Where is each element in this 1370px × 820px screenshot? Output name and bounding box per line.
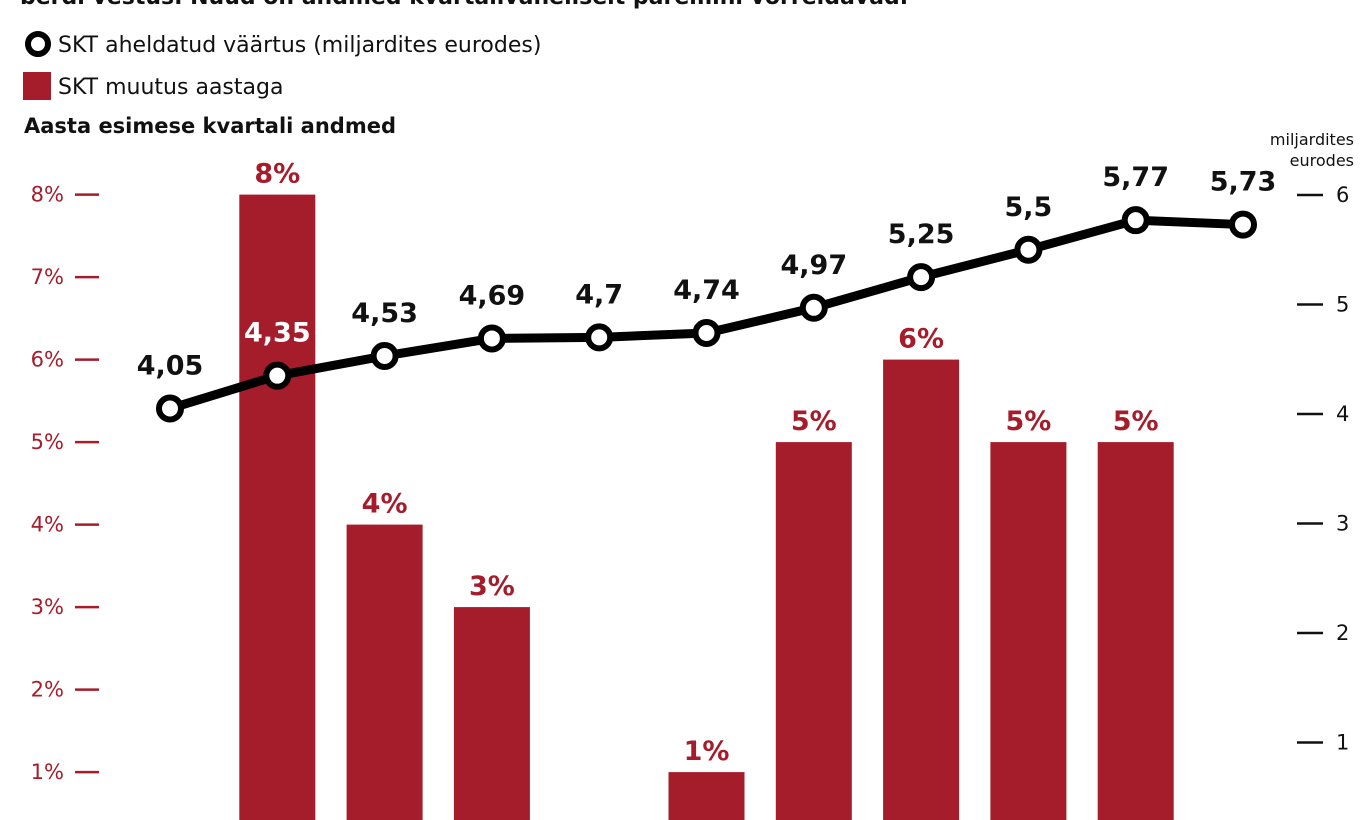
line-point [907, 263, 936, 292]
bar-value-label: 4% [362, 489, 408, 520]
line-value-label: 4,74 [673, 275, 740, 306]
bar-value-label: 5% [1005, 406, 1051, 437]
bar-value-label: 1% [684, 736, 730, 767]
right-axis-tick-label: 4 [1336, 402, 1349, 426]
bar-value-label: 3% [469, 571, 515, 602]
line-path [165, 215, 1248, 414]
bar [775, 442, 852, 820]
line-value-label: 5,25 [888, 219, 955, 250]
left-axis-tick-label: 4% [31, 513, 64, 537]
chart-subtitle: Aasta esimese kvartali andmed [24, 114, 396, 138]
left-axis-tick-label: 1% [31, 760, 64, 784]
right-axis: 1 2 3 4 5 6 [1297, 183, 1349, 755]
line-point [370, 341, 399, 370]
line-point [585, 323, 614, 352]
line-series: 4,05 4,35 4,53 4,69 4,7 4,74 4,97 5,25 5,5 5,77 5,… [137, 162, 1277, 423]
legend-bar-label: SKT muutus aastaga [58, 75, 283, 100]
line-point [1014, 235, 1043, 264]
bar [453, 607, 530, 820]
left-axis-tick-label: 5% [31, 430, 64, 454]
bar-value-label: 0% [576, 819, 622, 820]
line-point [692, 318, 721, 347]
bar [668, 772, 745, 820]
left-axis-tick-label: 3% [31, 595, 64, 619]
line-point [263, 361, 292, 390]
bar-value-label: 5% [791, 406, 837, 437]
line-value-label: 5,5 [1004, 192, 1052, 223]
bar [883, 359, 960, 820]
line-value-label: 4,69 [459, 280, 526, 311]
legend-line-label: SKT aheldatud väärtus (miljardites eurod… [58, 33, 541, 58]
left-axis-tick-label: 6% [31, 348, 64, 372]
line-value-label: 4,7 [575, 279, 623, 310]
bar-value-label: 8% [254, 159, 300, 190]
bar-value-label: 6% [898, 324, 944, 355]
line-point [1121, 206, 1150, 235]
bar-value-label: 5% [1113, 406, 1159, 437]
line-point [1229, 210, 1257, 239]
left-axis: 1% 2% 3% 4% 5% 6% 7% 8% [31, 183, 99, 784]
line-value-label: 4,05 [137, 351, 204, 382]
line-point [156, 394, 184, 423]
legend-bar-marker-icon [23, 72, 51, 100]
left-axis-tick-label: 8% [31, 183, 64, 207]
bar-series: 8% 4% 3% 0% 1% 5% 6% 5% 5% [239, 159, 1174, 820]
right-axis-tick-label: 5 [1336, 293, 1349, 317]
right-axis-tick-label: 3 [1336, 512, 1349, 536]
left-axis-tick-label: 2% [31, 678, 64, 702]
line-point [799, 293, 828, 322]
line-value-label: 4,53 [351, 298, 418, 329]
bar [346, 524, 423, 820]
right-axis-unit-line-2: eurodes [1290, 151, 1354, 170]
line-value-label: 5,77 [1102, 162, 1169, 193]
legend: SKT aheldatud väärtus (miljardites eurod… [23, 31, 541, 100]
right-axis-unit-line-1: miljardites [1270, 130, 1354, 149]
bar [1097, 442, 1174, 820]
legend-line-marker-icon [25, 31, 51, 57]
right-axis-tick-label: 1 [1336, 731, 1349, 755]
right-axis-tick-label: 2 [1336, 621, 1349, 645]
line-point [477, 324, 506, 353]
bar [239, 194, 316, 820]
line-value-label: 5,73 [1210, 167, 1277, 198]
bar [990, 442, 1067, 820]
right-axis-tick-label: 6 [1336, 183, 1349, 207]
line-value-label: 4,97 [780, 250, 847, 281]
cut-off-intro-text: berdi vestus. Nüüd on andmed kvartalivah… [20, 0, 908, 10]
left-axis-tick-label: 7% [31, 265, 64, 289]
line-value-label: 4,35 [244, 318, 311, 349]
